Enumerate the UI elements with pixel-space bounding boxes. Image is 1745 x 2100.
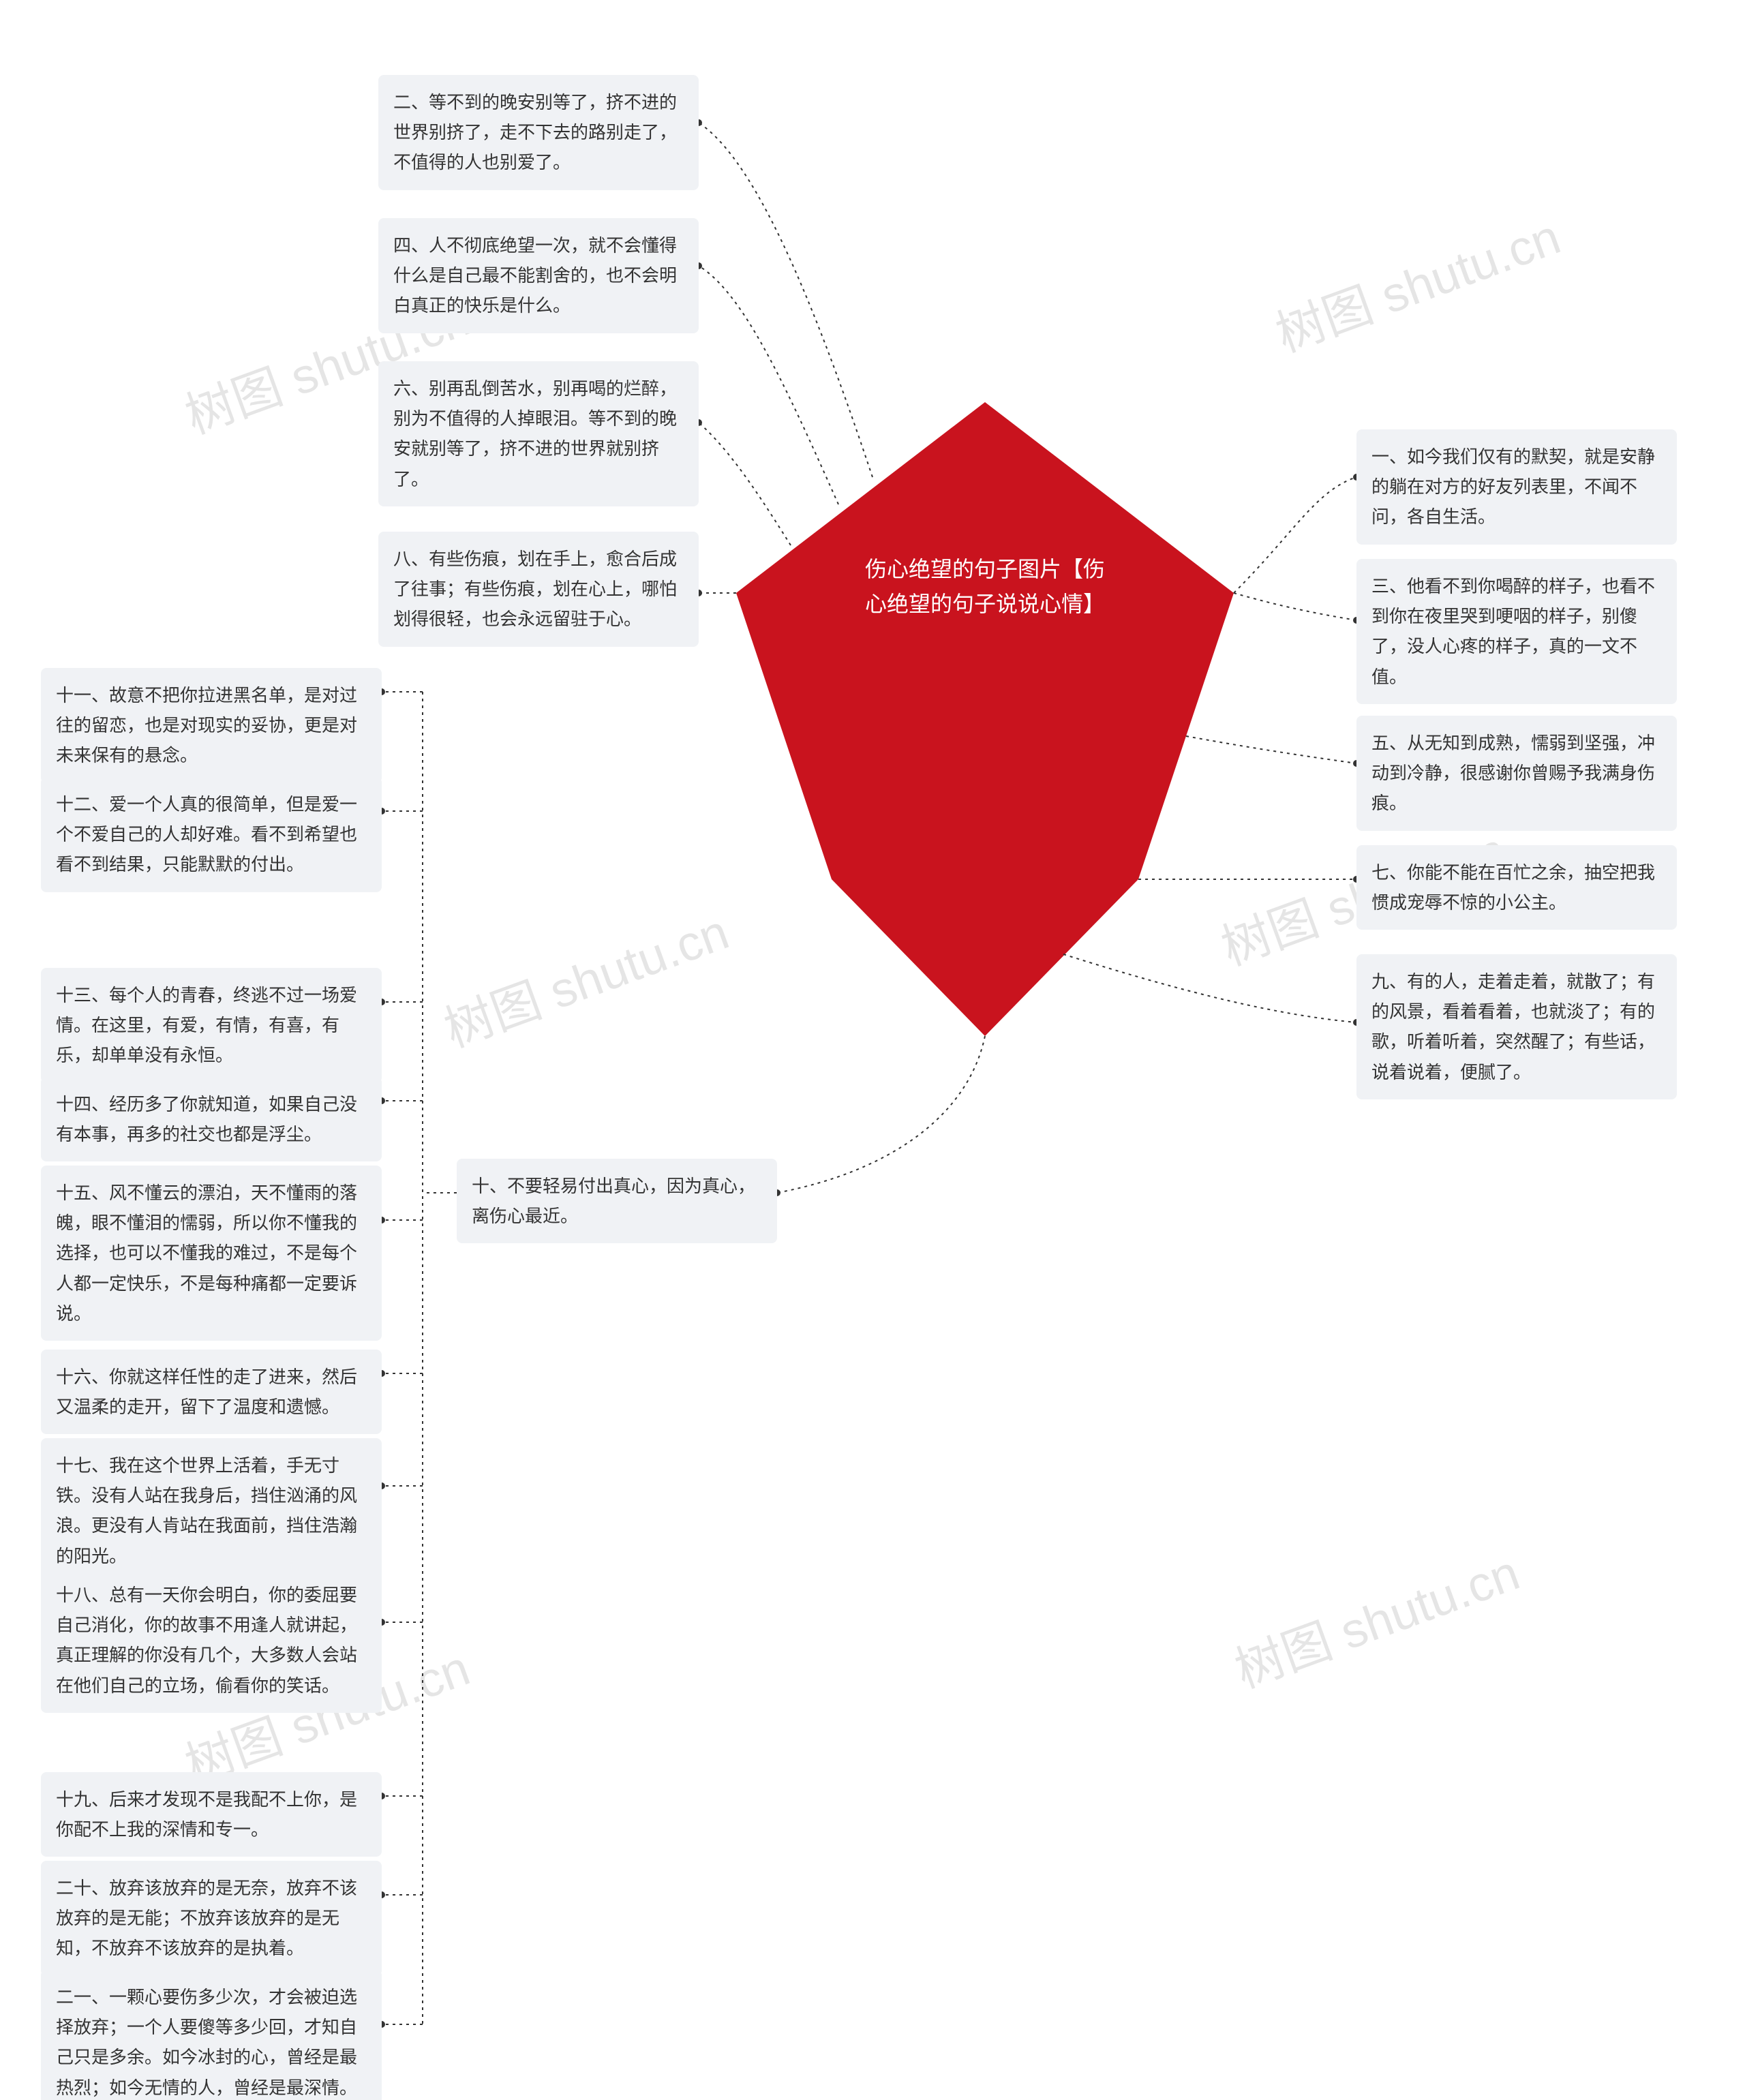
center-title: 伤心绝望的句子图片【伤心绝望的句子说说心情】 bbox=[855, 552, 1114, 622]
node-r9: 九、有的人，走着走着，就散了；有的风景，看着看着，也就淡了；有的歌，听着听着，突… bbox=[1356, 954, 1677, 1099]
node-f14: 十四、经历多了你就知道，如果自己没有本事，再多的社交也都是浮尘。 bbox=[41, 1077, 382, 1161]
node-l6: 六、别再乱倒苦水，别再喝的烂醉，别为不值得的人掉眼泪。等不到的晚安就别等了，挤不… bbox=[378, 361, 699, 506]
node-f21: 二一、一颗心要伤多少次，才会被迫选择放弃；一个人要傻等多少回，才知自己只是多余。… bbox=[41, 1970, 382, 2100]
node-r7: 七、你能不能在百忙之余，抽空把我惯成宠辱不惊的小公主。 bbox=[1356, 845, 1677, 930]
node-l2: 二、等不到的晚安别等了，挤不进的世界别挤了，走不下去的路别走了，不值得的人也别爱… bbox=[378, 75, 699, 190]
node-f13: 十三、每个人的青春，终逃不过一场爱情。在这里，有爱，有情，有喜，有乐，却单单没有… bbox=[41, 968, 382, 1083]
node-r5: 五、从无知到成熟，懦弱到坚强，冲动到冷静，很感谢你曾赐予我满身伤痕。 bbox=[1356, 716, 1677, 831]
node-l4: 四、人不彻底绝望一次，就不会懂得什么是自己最不能割舍的，也不会明白真正的快乐是什… bbox=[378, 218, 699, 333]
center-diamond bbox=[736, 402, 1234, 1036]
node-l8: 八、有些伤痕，划在手上，愈合后成了往事；有些伤痕，划在心上，哪怕划得很轻，也会永… bbox=[378, 532, 699, 647]
node-f11: 十一、故意不把你拉进黑名单，是对过往的留恋，也是对现实的妥协，更是对未来保有的悬… bbox=[41, 668, 382, 783]
node-f15: 十五、风不懂云的漂泊，天不懂雨的落魄，眼不懂泪的懦弱，所以你不懂我的选择，也可以… bbox=[41, 1166, 382, 1341]
watermark: 树图 shutu.cn bbox=[1264, 197, 1568, 366]
watermark: 树图 shutu.cn bbox=[1224, 1533, 1528, 1702]
node-l10: 十、不要轻易付出真心，因为真心，离伤心最近。 bbox=[457, 1159, 777, 1243]
node-f19: 十九、后来才发现不是我配不上你，是你配不上我的深情和专一。 bbox=[41, 1772, 382, 1857]
node-r3: 三、他看不到你喝醉的样子，也看不到你在夜里哭到哽咽的样子，别傻了，没人心疼的样子… bbox=[1356, 559, 1677, 704]
node-f20: 二十、放弃该放弃的是无奈，放弃不该放弃的是无能；不放弃该放弃的是无知，不放弃不该… bbox=[41, 1861, 382, 1976]
node-r1: 一、如今我们仅有的默契，就是安静的躺在对方的好友列表里，不闻不问，各自生活。 bbox=[1356, 429, 1677, 545]
node-f18: 十八、总有一天你会明白，你的委屈要自己消化，你的故事不用逢人就讲起，真正理解的你… bbox=[41, 1568, 382, 1713]
node-f17: 十七、我在这个世界上活着，手无寸铁。没有人站在我身后，挡住汹涌的风浪。更没有人肯… bbox=[41, 1438, 382, 1583]
diagram-stage: 树图 shutu.cn 树图 shutu.cn 树图 shutu.cn 树图 s… bbox=[0, 0, 1745, 2100]
watermark: 树图 shutu.cn bbox=[433, 892, 737, 1061]
node-f16: 十六、你就这样任性的走了进来，然后又温柔的走开，留下了温度和遗憾。 bbox=[41, 1350, 382, 1434]
node-f12: 十二、爱一个人真的很简单，但是爱一个不爱自己的人却好难。看不到希望也看不到结果，… bbox=[41, 777, 382, 892]
